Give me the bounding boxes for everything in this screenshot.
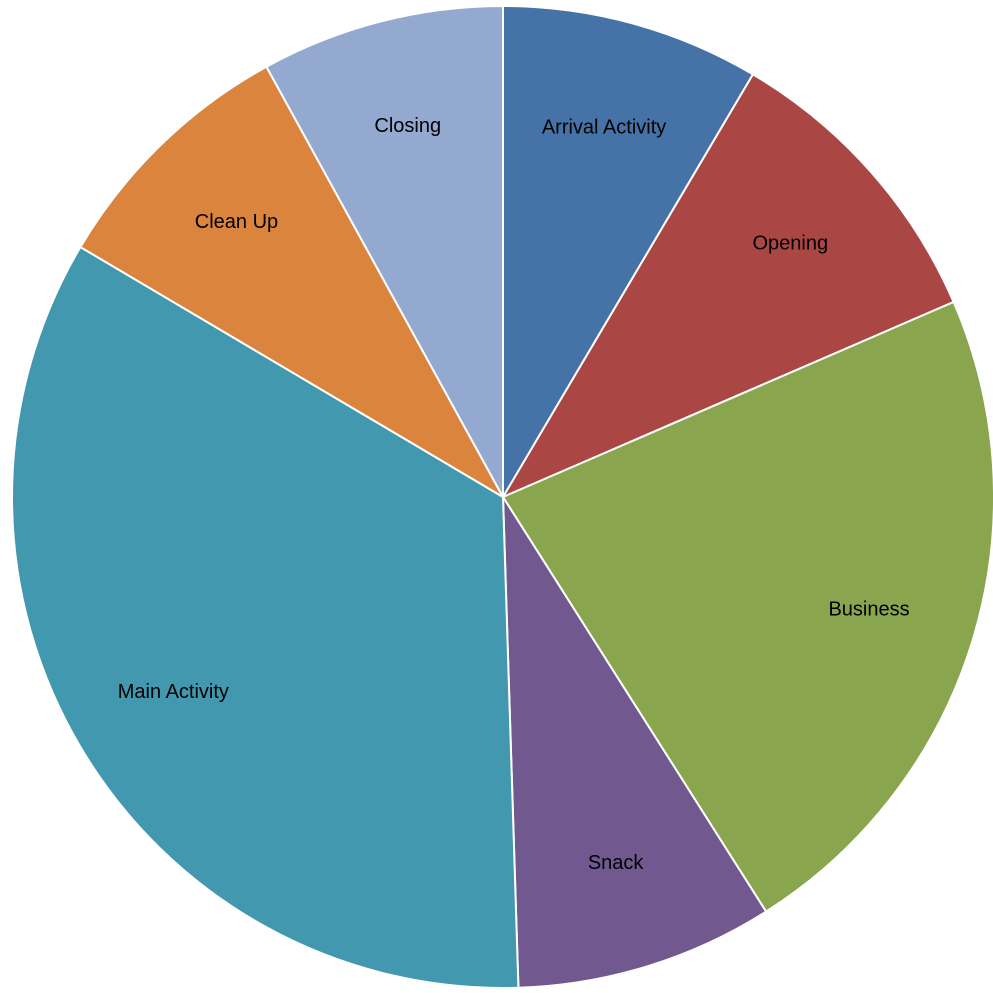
pie-slice-closing [265,4,504,498]
pie-slice-clean-up [79,65,506,500]
pie-label-closing: Closing [374,115,441,137]
pie-labels: Arrival Activity Opening Business Snack Main… [118,115,910,874]
pie-slice-opening [500,73,955,500]
pie-label-business: Business [828,599,909,621]
pie-label-main-activity: Main Activity [118,681,229,703]
pie-slice-snack [501,493,768,989]
pie-label-snack: Snack [588,852,645,874]
pie-label-arrival-activity: Arrival Activity [542,117,666,139]
pie-label-opening: Opening [752,233,828,255]
pie-slices [11,4,993,989]
pie-slice-arrival-activity [502,4,755,501]
pie-slice-business [501,300,993,913]
pie-label-clean-up: Clean Up [195,211,278,233]
